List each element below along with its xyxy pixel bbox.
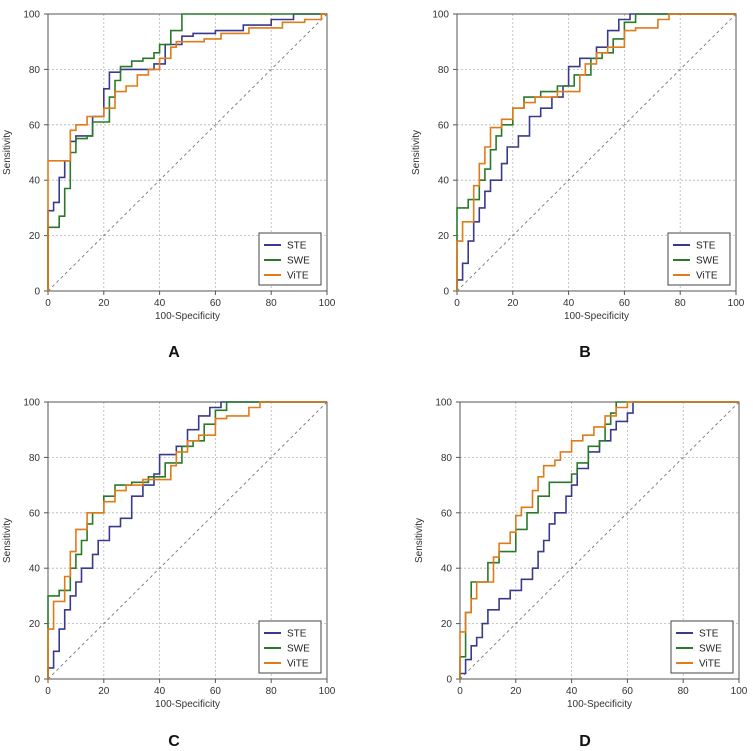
x-tick-label: 20 [507, 298, 519, 309]
legend-label-swe: SWE [287, 256, 310, 267]
x-tick-label: 40 [154, 686, 166, 697]
legend: STE SWE ViTE [667, 232, 731, 286]
y-tick-label: 60 [441, 508, 453, 519]
y-tick-label: 20 [29, 231, 41, 242]
roc-panel-d: 0 20 40 60 80 100 0 20 40 60 80 100 100-Specificity S… [414, 398, 748, 751]
y-tick-label: 0 [443, 287, 449, 298]
y-tick-label: 100 [435, 398, 452, 409]
series-line-vite [456, 13, 736, 291]
panel-label-c: C [168, 733, 180, 750]
x-tick-label: 100 [319, 686, 336, 697]
y-tick-label: 80 [441, 453, 453, 464]
y-tick-label: 80 [29, 65, 41, 76]
x-tick-label: 40 [563, 298, 575, 309]
y-tick-label: 40 [29, 176, 41, 187]
x-tick-label: 0 [457, 686, 463, 697]
x-axis-title: 100-Specificity [155, 699, 220, 710]
x-tick-label: 0 [454, 298, 460, 309]
x-tick-label: 20 [98, 298, 110, 309]
roc-panel-b: 0 20 40 60 80 100 0 20 40 60 80 100 100-Specificity S… [411, 10, 745, 362]
legend-label-vite: ViTE [699, 659, 721, 670]
y-tick-label: 40 [441, 564, 453, 575]
y-tick-label: 20 [441, 619, 453, 630]
roc-panel-c: 0 20 40 60 80 100 0 20 40 60 80 100 100-Specificity S… [2, 398, 336, 751]
legend-label-swe: SWE [699, 644, 722, 655]
series-line-ste [47, 401, 327, 679]
series-line-ste [459, 401, 739, 679]
legend-label-ste: STE [287, 241, 307, 252]
y-tick-label: 60 [29, 120, 41, 131]
x-tick-label: 60 [210, 298, 222, 309]
x-axis-title: 100-Specificity [564, 311, 629, 322]
plot-frame [456, 13, 737, 292]
panel-label-b: B [579, 344, 591, 361]
legend: STE SWE ViTE [670, 620, 734, 674]
x-tick-label: 40 [154, 298, 166, 309]
y-tick-label: 100 [23, 10, 40, 21]
y-tick-label: 60 [29, 508, 41, 519]
legend-label-vite: ViTE [696, 271, 718, 282]
y-axis-title: Sensitivity [2, 130, 13, 175]
legend-label-swe: SWE [696, 256, 719, 267]
x-tick-label: 20 [510, 686, 522, 697]
x-tick-label: 80 [266, 686, 278, 697]
y-tick-label: 0 [34, 675, 40, 686]
x-tick-label: 60 [622, 686, 634, 697]
y-tick-label: 40 [29, 564, 41, 575]
series-line-vite [47, 401, 327, 679]
x-tick-label: 60 [619, 298, 631, 309]
legend: STE SWE ViTE [258, 620, 322, 674]
x-tick-label: 100 [728, 298, 745, 309]
y-axis-title: Sensitivity [414, 518, 425, 563]
series-line-swe [456, 13, 736, 291]
x-tick-label: 60 [210, 686, 222, 697]
x-tick-label: 80 [678, 686, 690, 697]
x-axis-title: 100-Specificity [155, 311, 220, 322]
y-tick-label: 20 [29, 619, 41, 630]
panel-label-a: A [168, 344, 180, 361]
x-tick-label: 80 [675, 298, 687, 309]
y-axis-title: Sensitivity [2, 518, 13, 563]
roc-panel-a: 0 20 40 60 80 100 0 20 40 60 80 100 100-Specificity S… [2, 10, 336, 362]
x-tick-label: 100 [731, 686, 748, 697]
x-axis-title: 100-Specificity [567, 699, 632, 710]
y-tick-label: 40 [438, 176, 450, 187]
y-tick-label: 60 [438, 120, 450, 131]
legend-label-ste: STE [696, 241, 716, 252]
panel-label-d: D [579, 733, 591, 750]
series-line-vite [47, 13, 327, 291]
legend: STE SWE ViTE [258, 232, 322, 286]
legend-label-vite: ViTE [287, 271, 309, 282]
y-tick-label: 0 [34, 287, 40, 298]
x-tick-label: 40 [566, 686, 578, 697]
y-tick-label: 100 [432, 10, 449, 21]
y-tick-label: 0 [446, 675, 452, 686]
legend-label-ste: STE [287, 629, 307, 640]
y-axis-title: Sensitivity [411, 130, 422, 175]
x-tick-label: 20 [98, 686, 110, 697]
series-line-vite [459, 401, 739, 679]
x-tick-label: 100 [319, 298, 336, 309]
legend-label-vite: ViTE [287, 659, 309, 670]
x-tick-label: 0 [45, 686, 51, 697]
y-tick-label: 100 [23, 398, 40, 409]
y-tick-label: 80 [438, 65, 450, 76]
x-tick-label: 0 [45, 298, 51, 309]
y-tick-label: 20 [438, 231, 450, 242]
plot-frame [47, 401, 328, 680]
series-line-ste [456, 13, 736, 291]
legend-label-swe: SWE [287, 644, 310, 655]
x-tick-label: 80 [266, 298, 278, 309]
plot-frame [459, 401, 740, 680]
legend-label-ste: STE [699, 629, 719, 640]
y-tick-label: 80 [29, 453, 41, 464]
